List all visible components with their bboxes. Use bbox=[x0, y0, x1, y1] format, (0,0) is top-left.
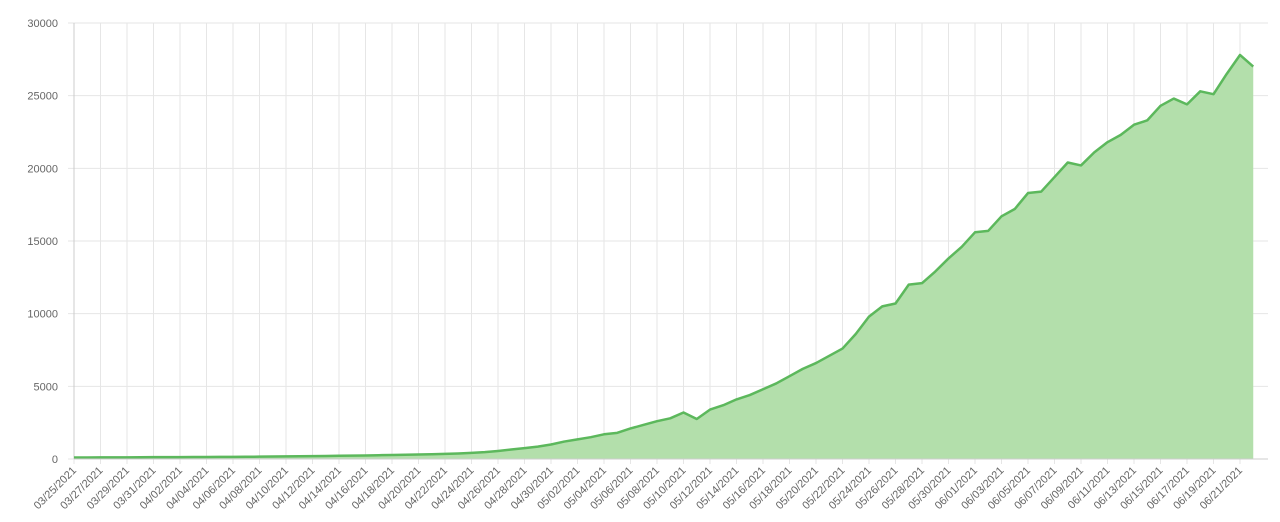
line bbox=[73, 53, 1255, 459]
y-tick-label: 10000 bbox=[27, 309, 58, 321]
y-tick-label: 15000 bbox=[27, 236, 58, 248]
y-tick-label: 25000 bbox=[27, 91, 58, 103]
y-tick-label: 0 bbox=[52, 454, 58, 466]
area-fill bbox=[74, 54, 1254, 460]
y-tick-label: 30000 bbox=[27, 18, 58, 30]
y-tick-label: 5000 bbox=[34, 381, 58, 393]
y-tick-label: 20000 bbox=[27, 163, 58, 175]
